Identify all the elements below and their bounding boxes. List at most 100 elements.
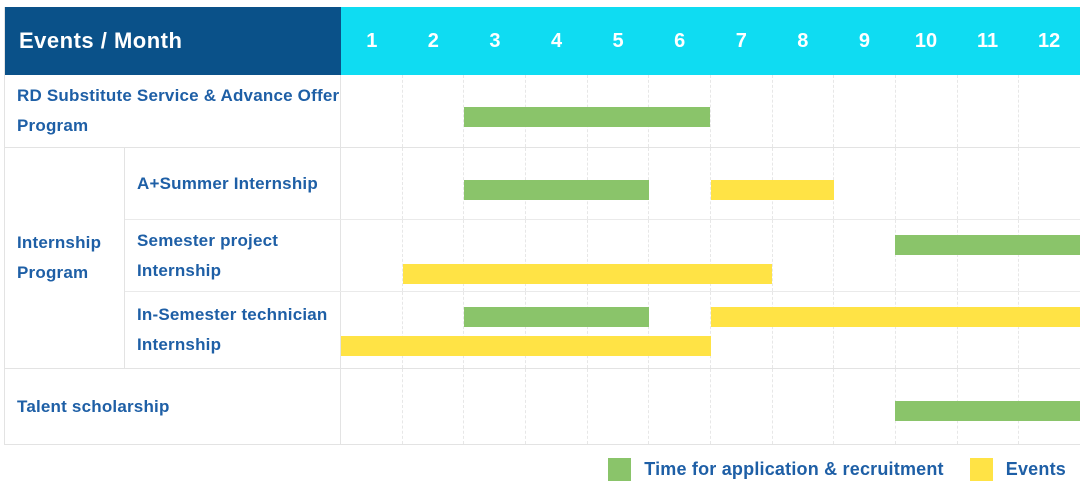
month-label: 8 xyxy=(797,29,809,52)
month-grid-cell xyxy=(649,220,712,291)
row-in-semester-technician-internship: In-Semester technician Internship xyxy=(125,292,1080,368)
month-grid-cell xyxy=(1019,148,1080,219)
row-label: Talent scholarship xyxy=(5,369,341,444)
event-bar xyxy=(341,336,711,356)
month-label: 5 xyxy=(612,29,624,52)
timeline-rd-substitute xyxy=(341,75,1080,147)
month-grid-cell xyxy=(403,148,465,219)
month-grid-cell xyxy=(834,148,897,219)
month-grid-cell xyxy=(958,75,1020,147)
month-grid-cell xyxy=(896,292,958,368)
month-grid-cell xyxy=(773,369,835,444)
month-grid-cell xyxy=(1019,292,1080,368)
month-grid-cell xyxy=(834,220,897,291)
table-header-row: Events / Month 1 2 3 4 5 6 7 8 9 10 11 12 xyxy=(5,7,1080,75)
month-grid-cell xyxy=(1019,220,1080,291)
application-bar xyxy=(464,180,649,200)
event-swatch xyxy=(969,458,993,481)
month-grid-cell xyxy=(464,292,527,368)
application-bar xyxy=(895,235,1080,255)
timeline-a-summer-internship xyxy=(341,148,1080,219)
row-semester-project-internship: Semester project Internship xyxy=(125,220,1080,292)
timeline-in-semester-technician-internship xyxy=(341,292,1080,368)
row-talent-scholarship: Talent scholarship xyxy=(5,369,1080,444)
month-grid-cell xyxy=(711,220,773,291)
group-label: Internship Program xyxy=(5,148,125,368)
legend-label: Time for application & recruitment xyxy=(644,459,944,479)
month-grid-cell xyxy=(526,220,588,291)
month-grid-cell xyxy=(341,148,403,219)
month-grid-cell xyxy=(958,148,1020,219)
event-bar xyxy=(710,180,834,200)
application-bar xyxy=(464,107,711,127)
month-grid-cell xyxy=(403,369,465,444)
month-grid-cell xyxy=(649,75,712,147)
month-grid-cell xyxy=(526,292,588,368)
month-grid-cell xyxy=(341,292,403,368)
month-label: 11 xyxy=(976,29,999,52)
month-grid-cell xyxy=(711,292,773,368)
month-grid-cell xyxy=(403,292,465,368)
month-label: 6 xyxy=(674,29,686,52)
month-label: 1 xyxy=(366,29,378,52)
events-month-table: Events / Month 1 2 3 4 5 6 7 8 9 10 11 12 RD Substi… xyxy=(4,7,1080,445)
month-grid-cell xyxy=(464,369,527,444)
month-grid-cell xyxy=(958,292,1020,368)
month-grid-cell xyxy=(834,369,897,444)
month-label: 7 xyxy=(735,29,747,52)
month-grid-cell xyxy=(341,75,403,147)
row-label: Semester project Internship xyxy=(125,220,341,291)
legend: Time for application & recruitment Events xyxy=(608,458,1066,481)
month-label: 12 xyxy=(1038,29,1061,52)
month-grid-cell xyxy=(588,369,650,444)
month-label: 9 xyxy=(858,29,870,52)
row-a-summer-internship: A+Summer Internship xyxy=(125,148,1080,220)
month-label: 10 xyxy=(914,29,938,52)
month-grid-cell xyxy=(1019,75,1080,147)
month-grid-cell xyxy=(526,369,588,444)
month-grid-cell xyxy=(341,369,403,444)
application-bar xyxy=(464,307,649,327)
month-grid-cell xyxy=(773,292,835,368)
month-grid-cell xyxy=(711,75,773,147)
month-header-row: 1 2 3 4 5 6 7 8 9 10 11 12 xyxy=(341,7,1080,75)
month-grid-cell xyxy=(341,220,403,291)
month-label: 4 xyxy=(550,29,563,52)
row-label: In-Semester technician Internship xyxy=(125,292,341,368)
month-grid-cell xyxy=(896,75,958,147)
month-grid-cell xyxy=(896,220,958,291)
month-grid-cell xyxy=(773,220,835,291)
month-grid-cell xyxy=(588,220,650,291)
month-grid-cell xyxy=(649,148,712,219)
event-bar xyxy=(710,307,1080,327)
legend-label: Events xyxy=(1005,459,1066,479)
month-grid-cell xyxy=(773,148,835,219)
month-grid-cell xyxy=(773,75,835,147)
row-label: A+Summer Internship xyxy=(125,148,341,219)
month-grid-cell xyxy=(403,220,465,291)
month-label: 2 xyxy=(427,29,439,52)
application-swatch xyxy=(608,458,632,481)
events-month-header: Events / Month xyxy=(5,7,341,75)
month-label: 3 xyxy=(489,29,501,52)
event-bar xyxy=(402,264,773,284)
month-grid-cell xyxy=(464,220,527,291)
month-grid-cell xyxy=(649,292,712,368)
month-grid-cell xyxy=(649,369,712,444)
month-grid-cell xyxy=(958,220,1020,291)
month-grid-cell xyxy=(403,75,465,147)
month-grid-cell xyxy=(711,369,773,444)
month-grid-cell xyxy=(834,75,897,147)
timeline-talent-scholarship xyxy=(341,369,1080,444)
internship-program-group: Internship Program A+Summer Internship S… xyxy=(5,148,1080,369)
legend-item-application: Time for application & recruitment xyxy=(608,458,944,481)
legend-item-event: Events xyxy=(969,458,1066,481)
month-grid-cell xyxy=(896,148,958,219)
row-label: RD Substitute Service & Advance Offer Pr… xyxy=(5,75,341,147)
timeline-semester-project-internship xyxy=(341,220,1080,291)
application-bar xyxy=(895,401,1080,421)
month-grid-cell xyxy=(834,292,897,368)
month-grid-cell xyxy=(588,292,650,368)
row-rd-substitute: RD Substitute Service & Advance Offer Pr… xyxy=(5,75,1080,148)
